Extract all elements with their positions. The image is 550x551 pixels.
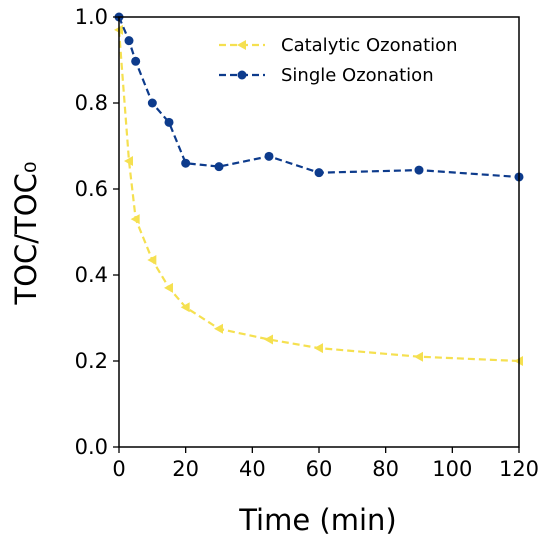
y-tick-label: 0.8 xyxy=(75,91,108,115)
legend-label: Single Ozonation xyxy=(281,65,434,86)
legend-entry: Single Ozonation xyxy=(219,65,434,86)
legend-label: Catalytic Ozonation xyxy=(281,35,458,56)
data-point xyxy=(314,168,324,178)
x-tick-label: 60 xyxy=(306,457,333,481)
x-tick-label: 120 xyxy=(499,457,539,481)
y-tick-label: 1.0 xyxy=(75,5,108,29)
y-tick-label: 0.6 xyxy=(75,177,108,201)
data-point xyxy=(214,323,223,334)
legend-marker xyxy=(237,70,247,80)
data-point xyxy=(264,151,274,161)
data-point xyxy=(180,302,190,313)
legend: Catalytic Ozonation Single Ozonation xyxy=(219,35,458,86)
data-point xyxy=(147,254,157,265)
data-point xyxy=(164,117,174,127)
x-tick-label: 80 xyxy=(372,457,399,481)
data-point xyxy=(314,343,323,354)
data-point xyxy=(147,98,157,108)
axes: 0 20 40 60 80 100 120 0.0 0.2 0.4 0.6 0.8 1.0 xyxy=(75,5,539,481)
data-point xyxy=(124,156,133,167)
x-tick-label: 0 xyxy=(112,457,125,481)
data-point xyxy=(214,162,224,172)
data-point xyxy=(414,351,423,362)
series-line xyxy=(117,16,520,179)
y-tick-label: 0.4 xyxy=(75,263,108,287)
data-point xyxy=(164,282,173,293)
x-tick-label: 20 xyxy=(172,457,199,481)
x-tick-label: 40 xyxy=(239,457,266,481)
x-tick-label: 100 xyxy=(432,457,472,481)
data-point xyxy=(131,56,141,66)
data-point xyxy=(414,165,424,175)
y-axis-title: TOC/TOC₀ xyxy=(9,162,43,306)
data-point xyxy=(264,334,273,345)
data-point xyxy=(181,158,191,168)
data-point xyxy=(130,214,140,225)
x-axis-title: Time (min) xyxy=(238,503,397,537)
y-tick-label: 0.2 xyxy=(75,349,108,373)
legend-entry: Catalytic Ozonation xyxy=(219,35,458,56)
data-point xyxy=(124,36,134,46)
y-tick-label: 0.0 xyxy=(75,435,108,459)
legend-marker xyxy=(237,40,246,50)
